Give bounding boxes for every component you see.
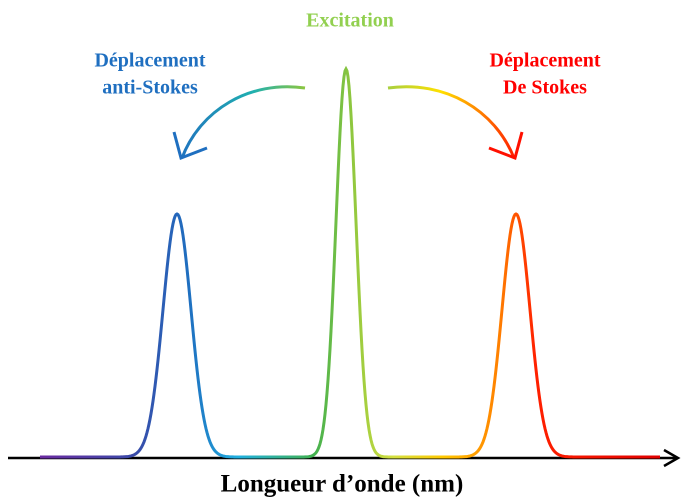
excitation-label: Excitation xyxy=(306,10,394,32)
arrowhead xyxy=(488,131,524,160)
stokes-label: Déplacement xyxy=(489,50,600,72)
anti-stokes-label: anti-Stokes xyxy=(102,77,198,99)
axis-label: Longueur d’onde (nm) xyxy=(221,471,464,498)
stokes-arrow xyxy=(387,85,516,159)
stokes-label: De Stokes xyxy=(503,77,587,99)
axis-arrowhead xyxy=(663,448,681,468)
anti-stokes-arrow xyxy=(180,85,306,159)
anti-stokes-label: Déplacement xyxy=(94,50,205,72)
arrowhead xyxy=(172,131,208,160)
spectrum-curve xyxy=(40,65,660,459)
